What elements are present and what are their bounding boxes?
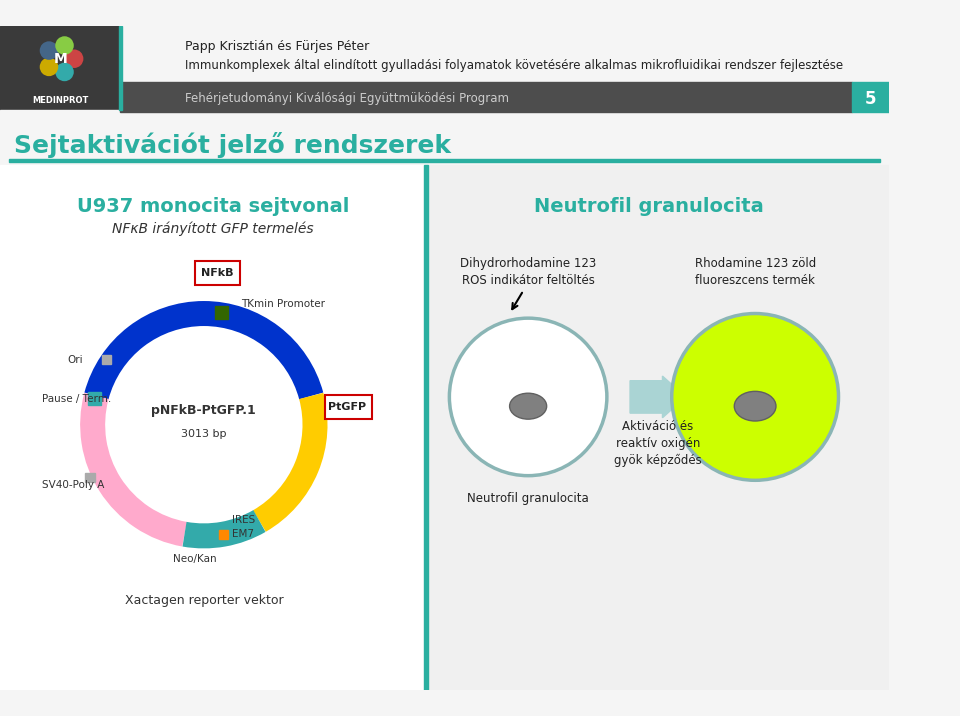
Text: IRES: IRES: [232, 516, 255, 526]
FancyArrow shape: [630, 376, 685, 417]
Circle shape: [56, 63, 74, 81]
Ellipse shape: [734, 392, 776, 421]
Text: TKmin Promoter: TKmin Promoter: [241, 299, 324, 309]
Bar: [88, 392, 101, 405]
Text: U937 monocita sejtvonal: U937 monocita sejtvonal: [77, 198, 349, 216]
Text: Papp Krisztián és Fürjes Péter: Papp Krisztián és Fürjes Péter: [185, 40, 370, 53]
Text: SV40-Poly A: SV40-Poly A: [41, 480, 104, 490]
Text: Rhodamine 123 zöld
fluoreszcens termék: Rhodamine 123 zöld fluoreszcens termék: [694, 257, 816, 287]
Text: Neutrofil granulocita: Neutrofil granulocita: [534, 198, 763, 216]
Circle shape: [39, 57, 59, 76]
Bar: [0, 26, 120, 690]
Text: Sejtaktivációt jelző rendszerek: Sejtaktivációt jelző rendszerek: [13, 132, 451, 158]
Text: NFκB irányított GFP termelés: NFκB irányított GFP termelés: [112, 221, 314, 236]
Bar: [10, 159, 880, 162]
Circle shape: [449, 318, 607, 475]
Bar: [102, 355, 111, 364]
Text: Fehérjetudományi Kiválósági Együttmüködési Program: Fehérjetudományi Kiválósági Együttmüködé…: [185, 92, 510, 105]
Bar: [0, 110, 890, 165]
Circle shape: [39, 42, 59, 60]
Text: Immunkomplexek által elindított gyulladási folyamatok követésére alkalmas mikrof: Immunkomplexek által elindított gyulladá…: [185, 59, 844, 72]
Bar: [219, 530, 228, 539]
Circle shape: [672, 314, 838, 480]
Text: MEDINPROT: MEDINPROT: [32, 96, 88, 105]
Bar: [424, 165, 428, 690]
Text: Ori: Ori: [68, 355, 84, 365]
Text: Dihydrorhodamine 123
ROS indikátor feltöltés: Dihydrorhodamine 123 ROS indikátor feltö…: [460, 257, 596, 287]
Text: Neutrofil granulocita: Neutrofil granulocita: [468, 493, 589, 505]
Bar: [426, 165, 890, 690]
Text: Neo/Kan: Neo/Kan: [173, 554, 216, 564]
Text: Aktiváció és
reaktív oxigén
gyök képződés: Aktiváció és reaktív oxigén gyök képződé…: [614, 420, 702, 467]
Bar: [215, 306, 228, 319]
Bar: [120, 82, 852, 112]
Bar: [0, 165, 426, 690]
Circle shape: [65, 49, 84, 68]
FancyBboxPatch shape: [196, 261, 240, 285]
Bar: [852, 82, 890, 112]
Text: Xactagen reporter vektor: Xactagen reporter vektor: [125, 594, 283, 607]
FancyBboxPatch shape: [325, 395, 372, 419]
Bar: [85, 473, 94, 482]
Text: pNFkB-PtGFP.1: pNFkB-PtGFP.1: [152, 405, 256, 417]
Ellipse shape: [510, 393, 546, 419]
Bar: [120, 26, 890, 110]
Bar: [119, 26, 122, 110]
Text: 5: 5: [865, 90, 876, 107]
Text: PtGFP: PtGFP: [328, 402, 367, 412]
Text: 3013 bp: 3013 bp: [181, 429, 227, 439]
Text: M: M: [54, 52, 67, 66]
Text: EM7: EM7: [232, 529, 254, 539]
Circle shape: [56, 37, 74, 55]
Text: Pause / Term.: Pause / Term.: [41, 394, 111, 404]
Text: NFkB: NFkB: [202, 268, 234, 278]
